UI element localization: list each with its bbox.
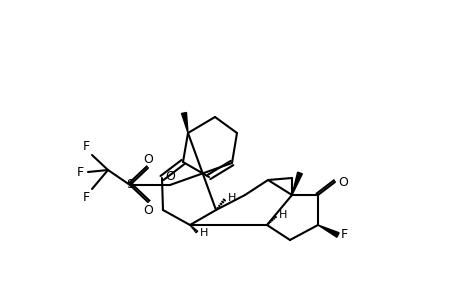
Polygon shape bbox=[291, 172, 302, 195]
Text: O: O bbox=[143, 153, 152, 166]
Text: S: S bbox=[126, 178, 134, 191]
Polygon shape bbox=[181, 112, 188, 133]
Text: F: F bbox=[340, 229, 347, 242]
Text: F: F bbox=[77, 166, 84, 178]
Text: H: H bbox=[279, 210, 287, 220]
Text: O: O bbox=[337, 176, 347, 188]
Text: F: F bbox=[83, 140, 90, 153]
Text: H: H bbox=[200, 228, 208, 238]
Polygon shape bbox=[317, 225, 338, 237]
Text: O: O bbox=[165, 170, 174, 183]
Text: F: F bbox=[83, 191, 90, 204]
Text: H: H bbox=[228, 193, 236, 203]
Text: O: O bbox=[143, 204, 152, 217]
